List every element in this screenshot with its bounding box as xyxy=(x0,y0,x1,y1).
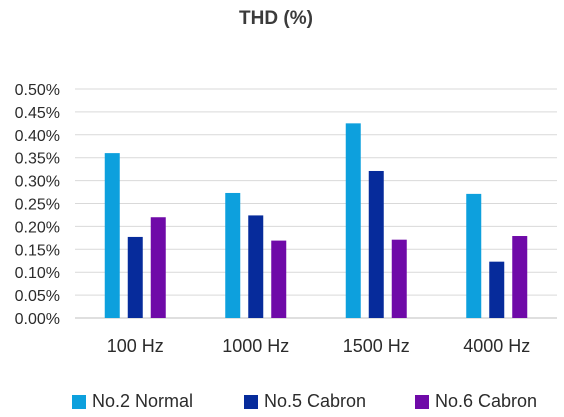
y-axis-ticks: 0.00% 0.05% 0.10% 0.15% 0.20% 0.25% 0.30% 0.35%… xyxy=(15,82,60,328)
y-tick-label: 0.30% xyxy=(15,174,60,191)
x-tick-label: 1500 Hz xyxy=(343,336,410,356)
bar xyxy=(345,123,361,318)
legend-label: No.5 Cabron xyxy=(264,391,366,411)
bar xyxy=(466,193,482,318)
x-tick-label: 100 Hz xyxy=(107,336,164,356)
y-tick-label: 0.20% xyxy=(15,219,60,236)
bar xyxy=(271,240,287,318)
chart-title: THD (%) xyxy=(239,8,313,29)
y-tick-label: 0.15% xyxy=(15,242,60,259)
legend-swatch xyxy=(72,395,86,409)
y-tick-label: 0.45% xyxy=(15,105,60,122)
legend-label: No.2 Normal xyxy=(92,391,193,411)
y-tick-label: 0.00% xyxy=(15,311,60,328)
bar xyxy=(368,170,384,318)
legend-label: No.6 Cabron xyxy=(435,391,537,411)
legend: No.2 Normal No.5 Cabron No.6 Cabron xyxy=(72,391,537,411)
bars xyxy=(104,123,528,318)
y-tick-label: 0.05% xyxy=(15,288,60,305)
y-tick-label: 0.40% xyxy=(15,128,60,145)
x-tick-label: 1000 Hz xyxy=(222,336,289,356)
bar xyxy=(512,236,528,318)
y-tick-label: 0.50% xyxy=(15,82,60,99)
y-tick-label: 0.35% xyxy=(15,151,60,168)
grid-lines xyxy=(75,88,557,319)
bar xyxy=(248,215,264,318)
bar xyxy=(127,236,143,318)
legend-swatch xyxy=(244,395,258,409)
bar xyxy=(489,261,505,318)
bar xyxy=(391,239,407,318)
y-tick-label: 0.10% xyxy=(15,265,60,282)
bar xyxy=(104,153,120,318)
bar xyxy=(225,192,241,318)
y-tick-label: 0.25% xyxy=(15,197,60,214)
legend-swatch xyxy=(415,395,429,409)
bar xyxy=(150,217,166,318)
x-tick-label: 4000 Hz xyxy=(463,336,530,356)
x-axis-ticks: 100 Hz 1000 Hz 1500 Hz 4000 Hz xyxy=(107,336,531,356)
